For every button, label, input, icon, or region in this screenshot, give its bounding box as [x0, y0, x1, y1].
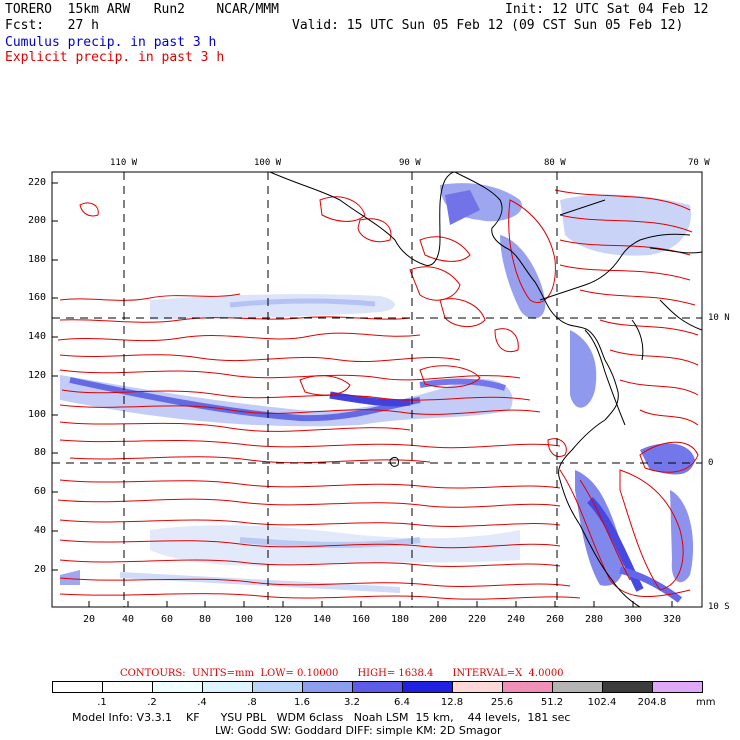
model-title: TORERO 15km ARW Run2 NCAR/MMM: [5, 2, 279, 17]
colorbar-unit: mm: [696, 697, 716, 708]
x-tick-label: 240: [507, 614, 526, 625]
explicit-precip-contours: [57, 189, 699, 600]
colorbar-swatch: [152, 681, 203, 693]
x-tick-label: 20: [83, 614, 96, 625]
colorbar-label: .4: [197, 697, 207, 708]
colorbar-swatch: [352, 681, 403, 693]
x-tick-label: 180: [391, 614, 410, 625]
colorbar-label: 25.6: [490, 697, 514, 708]
y-tick-label: 200: [28, 215, 47, 226]
colorbar-swatch: [302, 681, 353, 693]
init-time: Init: 12 UTC Sat 04 Feb 12: [505, 2, 709, 17]
y-tick-label: 180: [28, 254, 47, 265]
y-tick-label: 80: [34, 447, 47, 458]
colorbar-label: 1.6: [294, 697, 310, 708]
colorbar-label: 204.8: [637, 697, 667, 708]
contours-info: CONTOURS: UNITS=mm LOW= 0.10000 HIGH= 16…: [120, 668, 564, 679]
colorbar-label: .1: [97, 697, 107, 708]
y-tick-label: 140: [28, 331, 47, 342]
x-tick-label: 40: [122, 614, 135, 625]
lon-label-90w: 90 W: [399, 158, 421, 168]
x-tick-label: 60: [161, 614, 174, 625]
colorbar-label: .2: [147, 697, 157, 708]
colorbar-swatch: [102, 681, 153, 693]
lat-lon-grid: [52, 172, 702, 607]
x-tick-label: 100: [235, 614, 254, 625]
lon-label-110w: 110 W: [110, 158, 138, 168]
colorbar-label: 3.2: [344, 697, 360, 708]
y-tick-label: 160: [28, 292, 47, 303]
colorbar-label: 102.4: [587, 697, 617, 708]
model-info: Model Info: V3.3.1 KF YSU PBL WDM 6class…: [72, 711, 571, 724]
y-ticks: [52, 182, 58, 571]
y-tick-label: 220: [28, 177, 47, 188]
y-tick-label: 40: [34, 525, 47, 536]
x-tick-label: 280: [585, 614, 604, 625]
lon-label-80w: 80 W: [544, 158, 566, 168]
y-tick-label: 120: [28, 370, 47, 381]
map-frame: [51, 171, 703, 608]
x-tick-label: 260: [546, 614, 565, 625]
x-tick-label: 320: [663, 614, 682, 625]
forecast-hour: Fcst: 27 h: [5, 18, 99, 33]
lon-label-70w: 70 W: [688, 158, 710, 168]
colorbar-label: 6.4: [394, 697, 410, 708]
y-tick-label: 100: [28, 409, 47, 420]
explicit-legend: Explicit precip. in past 3 h: [5, 50, 225, 65]
x-tick-label: 220: [468, 614, 487, 625]
colorbar-swatch: [402, 681, 453, 693]
coastlines: [269, 172, 702, 607]
cumulus-legend: Cumulus precip. in past 3 h: [5, 35, 217, 50]
colorbar-swatch: [502, 681, 553, 693]
x-tick-label: 120: [274, 614, 293, 625]
colorbar-label: 12.8: [440, 697, 464, 708]
colorbar-swatch: [602, 681, 653, 693]
y-tick-label: 60: [34, 486, 47, 497]
colorbar-swatch: [202, 681, 253, 693]
x-tick-label: 140: [313, 614, 332, 625]
lat-label-10n: 10 N: [708, 313, 730, 323]
lat-label-10s: 10 S: [708, 602, 730, 612]
colorbar-swatch: [452, 681, 503, 693]
colorbar-label: .8: [247, 697, 257, 708]
x-tick-label: 200: [429, 614, 448, 625]
colorbar-label: 51.2: [540, 697, 564, 708]
colorbar-swatch: [252, 681, 303, 693]
colorbar-swatch: [52, 681, 103, 693]
x-ticks: [88, 601, 673, 607]
y-tick-label: 20: [34, 564, 47, 575]
x-tick-label: 300: [624, 614, 643, 625]
lon-label-100w: 100 W: [254, 158, 282, 168]
valid-time: Valid: 15 UTC Sun 05 Feb 12 (09 CST Sun …: [292, 18, 684, 33]
colorbar-swatch: [652, 681, 703, 693]
model-physics: LW: Godd SW: Goddard DIFF: simple KM: 2D…: [215, 724, 502, 737]
lat-label-0: 0: [708, 458, 714, 468]
cumulus-precip-shading: [60, 183, 695, 603]
x-tick-label: 80: [199, 614, 212, 625]
x-tick-label: 160: [352, 614, 371, 625]
colorbar-swatch: [552, 681, 603, 693]
